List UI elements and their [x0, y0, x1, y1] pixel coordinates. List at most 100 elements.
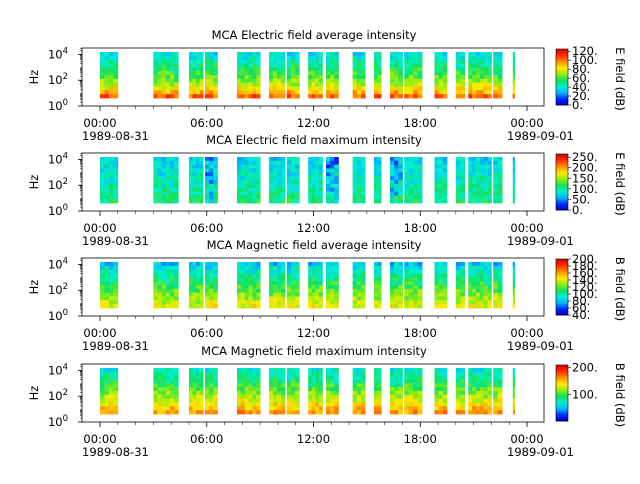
heatmap-cell [277, 86, 282, 91]
heatmap-cell [192, 187, 197, 192]
heatmap-cell [100, 157, 105, 162]
heatmap-cell [497, 265, 503, 271]
heatmap-cell [438, 160, 444, 166]
heatmap-cell [394, 176, 399, 181]
heatmap-cell [248, 371, 253, 377]
heatmap-cell [311, 379, 316, 384]
heatmap-cell [240, 199, 246, 204]
heatmap-cell [153, 406, 158, 411]
heatmap-cell [295, 172, 300, 177]
heatmap-cell [252, 195, 257, 200]
heatmap-cell [398, 191, 403, 196]
heatmap-cell [487, 410, 492, 415]
heatmap-cell [165, 285, 171, 290]
heatmap-cell [404, 164, 410, 169]
heatmap-cell [277, 67, 282, 72]
heatmap-cell [281, 195, 286, 200]
heatmap-cell [360, 67, 366, 72]
date-end-label: 1989-09-01 [507, 129, 574, 143]
heatmap-cell [434, 52, 440, 57]
heatmap-cell [244, 296, 249, 301]
heatmap-cell [483, 172, 488, 177]
heatmap-cell [434, 265, 440, 271]
heatmap-cell [269, 168, 274, 173]
heatmap-cell [352, 391, 358, 396]
heatmap-cell [356, 285, 362, 290]
heatmap-cell [157, 285, 163, 290]
heatmap-cell [373, 410, 378, 415]
heatmap-cell [213, 191, 218, 196]
colorbar-swatch [556, 193, 568, 195]
heatmap-cell [493, 383, 499, 388]
heatmap-cell [460, 304, 466, 309]
heatmap-cell [161, 371, 167, 377]
heatmap-cell [487, 277, 492, 282]
heatmap-cell [295, 52, 300, 57]
colorbar-tick-label: 0. [572, 203, 583, 217]
heatmap-cell [237, 172, 242, 177]
heatmap-cell [290, 160, 296, 166]
colorbar-tick-label: 160. [572, 266, 598, 280]
heatmap-cell [476, 195, 481, 200]
heatmap-cell [199, 288, 204, 294]
heatmap-cell [256, 292, 261, 297]
heatmap-cell [493, 183, 499, 189]
heatmap-cell [295, 157, 300, 162]
heatmap-cell [209, 160, 214, 166]
heatmap-cell [269, 371, 274, 377]
heatmap-cell [252, 288, 257, 294]
heatmap-cell [352, 262, 358, 267]
heatmap-cell [196, 387, 201, 392]
heatmap-cell [493, 296, 499, 301]
heatmap-cell [237, 199, 242, 204]
heatmap-cell [273, 157, 278, 162]
heatmap-cell [398, 285, 403, 290]
heatmap-cell [199, 191, 204, 196]
heatmap-cell [360, 288, 366, 294]
heatmap-cell [209, 410, 214, 415]
heatmap-cell [165, 398, 171, 403]
heatmap-cell [165, 63, 171, 68]
heatmap-cell [273, 59, 278, 64]
heatmap-cell [512, 379, 515, 384]
heatmap-cell [188, 82, 193, 87]
heatmap-cell [373, 199, 378, 204]
heatmap-cell [308, 63, 313, 68]
heatmap-cell [196, 269, 201, 274]
heatmap-cell [512, 273, 515, 278]
heatmap-cell [192, 292, 197, 297]
heatmap-cell [377, 176, 382, 181]
heatmap-cell [330, 383, 335, 388]
heatmap-cell [497, 94, 503, 99]
heatmap-cell [483, 375, 488, 380]
heatmap-cell [277, 262, 282, 267]
heatmap-cell [188, 157, 193, 162]
heatmap-cell [100, 375, 105, 380]
heatmap-cell [295, 67, 300, 72]
heatmap-cell [434, 285, 440, 290]
heatmap-cell [398, 71, 403, 76]
heatmap-cell [352, 160, 358, 166]
heatmap-cell [277, 82, 282, 87]
heatmap-cell [438, 383, 444, 388]
heatmap-cell [248, 368, 253, 373]
heatmap-cell [352, 94, 358, 99]
heatmap-cell [356, 176, 362, 181]
data-interval [153, 368, 179, 415]
heatmap-cell [398, 296, 403, 301]
heatmap-cell [237, 168, 242, 173]
heatmap-cell [237, 296, 242, 301]
heatmap-cell [394, 195, 399, 200]
heatmap-cell [192, 300, 197, 305]
heatmap-cell [192, 86, 197, 91]
heatmap-cell [240, 78, 246, 84]
heatmap-cell [157, 383, 163, 388]
heatmap-cell [497, 86, 503, 91]
heatmap-cell [417, 59, 423, 64]
heatmap-cell [472, 262, 477, 267]
heatmap-cell [318, 168, 323, 173]
heatmap-cell [394, 292, 399, 297]
heatmap-cell [204, 52, 210, 57]
colorbar-swatch [556, 386, 568, 388]
heatmap-cell [295, 71, 300, 76]
